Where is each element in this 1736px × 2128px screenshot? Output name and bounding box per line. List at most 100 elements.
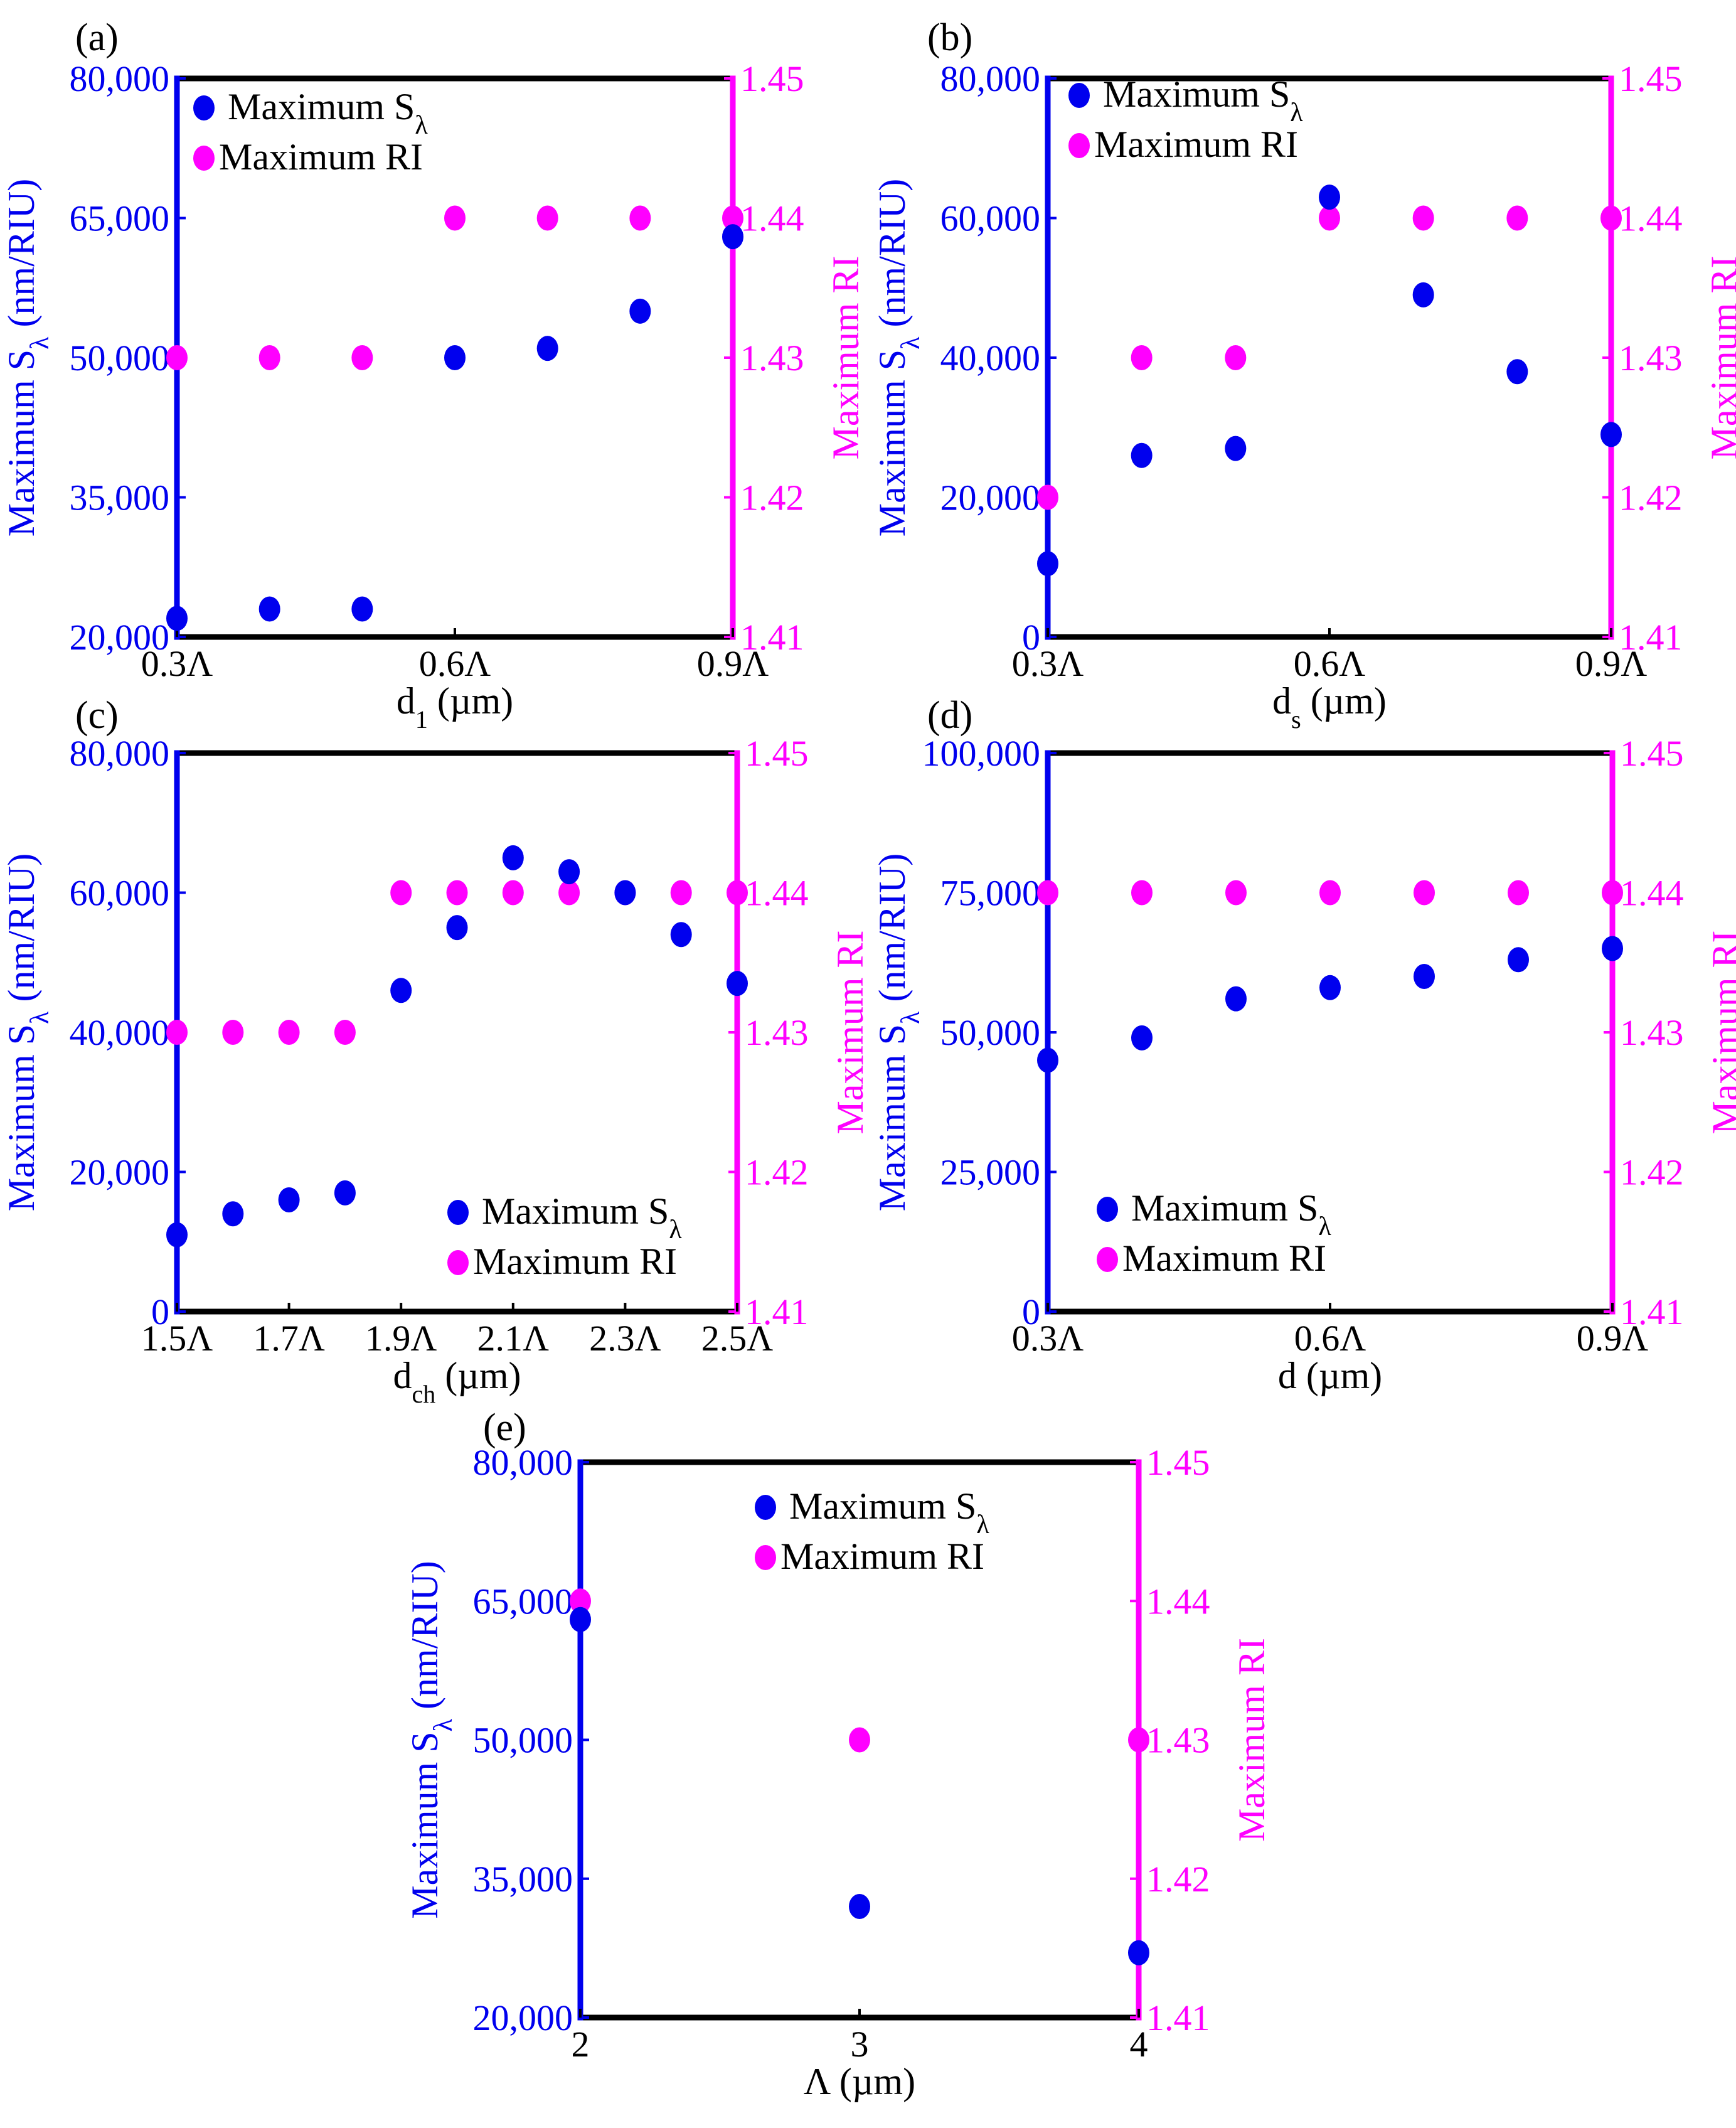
legend-marker-ri — [1068, 133, 1090, 158]
right-tick-label: 1.43 — [745, 1012, 809, 1053]
right-axis-label: Maximum RI — [825, 256, 866, 460]
ri-point — [536, 205, 558, 231]
x-axis-label: d (µm) — [1278, 1355, 1382, 1396]
left-tick-label: 65,000 — [70, 198, 170, 239]
sensitivity-point — [558, 859, 580, 885]
right-tick-label: 1.42 — [740, 478, 804, 518]
sensitivity-point — [570, 1607, 591, 1632]
sensitivity-point — [334, 1180, 356, 1206]
sensitivity-point — [670, 922, 692, 948]
sensitivity-point — [727, 971, 748, 997]
right-tick-label: 1.45 — [1146, 1442, 1210, 1483]
x-tick-label: 0.9Λ — [697, 643, 769, 684]
ri-point — [1037, 880, 1058, 906]
legend-marker-ri — [1097, 1247, 1118, 1272]
legend-label-sensitivity: Maximum Sλ — [1131, 1187, 1331, 1241]
sensitivity-point — [1319, 184, 1340, 210]
legend-marker-ri — [755, 1545, 776, 1570]
legend-label-sensitivity: Maximum Sλ — [228, 86, 428, 140]
ri-point — [558, 880, 580, 906]
right-tick-label: 1.44 — [740, 198, 804, 239]
left-tick-label: 50,000 — [940, 1012, 1041, 1053]
right-tick-label: 1.43 — [1619, 338, 1683, 378]
ri-point — [1131, 880, 1153, 906]
x-tick-label: 2.1Λ — [477, 1318, 550, 1359]
legend-label-ri: Maximum RI — [780, 1536, 984, 1577]
left-tick-label: 0 — [151, 1291, 169, 1332]
ri-point — [334, 1020, 356, 1045]
right-tick-label: 1.43 — [1620, 1012, 1684, 1053]
ri-point — [1037, 484, 1058, 510]
sensitivity-point — [1037, 551, 1058, 577]
left-tick-label: 35,000 — [473, 1859, 573, 1900]
ri-point — [1414, 880, 1435, 906]
right-tick-label: 1.42 — [1619, 478, 1683, 518]
legend-marker-sensitivity — [193, 95, 215, 120]
panel-a: 20,000 35,000 50,000 65,000 80,000 1.41 1.42 1.… — [1, 16, 866, 734]
right-tick-label: 1.41 — [745, 1291, 809, 1332]
left-tick-label: 80,000 — [473, 1442, 573, 1483]
x-tick-label: 0.3Λ — [141, 643, 213, 684]
legend-label-sensitivity: Maximum Sλ — [789, 1485, 989, 1539]
sensitivity-point — [1128, 1940, 1149, 1965]
legend-marker-ri — [193, 146, 215, 171]
legend-marker-sensitivity — [1068, 83, 1090, 108]
panel-d: 0 25,000 50,000 75,000 100,000 1.41 1.42 1.43 1.… — [871, 694, 1736, 1396]
left-tick-label: 25,000 — [940, 1152, 1041, 1193]
x-tick-label: 0.6Λ — [1294, 643, 1366, 684]
sensitivity-point — [1412, 282, 1434, 307]
ri-point — [1600, 205, 1622, 231]
x-tick-label: 0.6Λ — [419, 643, 491, 684]
right-tick-label: 1.44 — [745, 873, 809, 914]
ri-point — [1506, 205, 1528, 231]
right-tick-label: 1.43 — [740, 338, 804, 378]
left-tick-label: 75,000 — [940, 873, 1041, 914]
sensitivity-point — [278, 1187, 300, 1212]
ri-point — [278, 1020, 300, 1045]
sensitivity-point — [444, 345, 466, 370]
x-tick-label: 0.9Λ — [1575, 643, 1648, 684]
x-axis-label: ds (µm) — [1272, 680, 1387, 734]
ri-point — [1131, 345, 1153, 370]
sensitivity-point — [390, 978, 412, 1003]
sensitivity-point — [446, 915, 468, 941]
ri-point — [258, 345, 280, 370]
left-tick-label: 20,000 — [473, 1997, 573, 2038]
right-tick-label: 1.44 — [1146, 1581, 1210, 1622]
ri-point — [166, 345, 188, 370]
sensitivity-point — [1037, 1047, 1058, 1073]
ri-point — [849, 1727, 870, 1753]
left-tick-label: 0 — [1022, 617, 1040, 658]
left-tick-label: 40,000 — [940, 338, 1041, 378]
legend-label-ri: Maximum RI — [1094, 124, 1298, 165]
x-tick-label: 1.5Λ — [141, 1318, 213, 1359]
sensitivity-point — [222, 1201, 244, 1227]
x-tick-label: 1.7Λ — [253, 1318, 325, 1359]
legend-marker-sensitivity — [1097, 1197, 1118, 1222]
sensitivity-point — [258, 596, 280, 622]
left-tick-label: 40,000 — [70, 1012, 170, 1053]
right-axis-label: Maximum RI — [829, 931, 871, 1135]
ri-point — [166, 1020, 188, 1045]
left-tick-label: 20,000 — [70, 617, 170, 658]
legend-label-ri: Maximum RI — [219, 136, 423, 178]
right-tick-label: 1.45 — [745, 733, 809, 774]
x-tick-label: 2.5Λ — [701, 1318, 774, 1359]
left-tick-label: 65,000 — [473, 1581, 573, 1622]
x-tick-label: 2 — [572, 2024, 590, 2065]
right-axis-label: Maximum RI — [1703, 256, 1736, 460]
panel-b: 0 20,000 40,000 60,000 80,000 1.41 1.42 1.43 1.4… — [871, 16, 1736, 734]
left-tick-label: 60,000 — [940, 198, 1041, 239]
right-tick-label: 1.44 — [1619, 198, 1683, 239]
ri-point — [1602, 880, 1623, 906]
right-axis-label: Maximum RI — [1231, 1638, 1272, 1842]
sensitivity-point — [502, 845, 524, 870]
ri-point — [570, 1588, 591, 1614]
x-tick-label: 4 — [1130, 2024, 1148, 2065]
